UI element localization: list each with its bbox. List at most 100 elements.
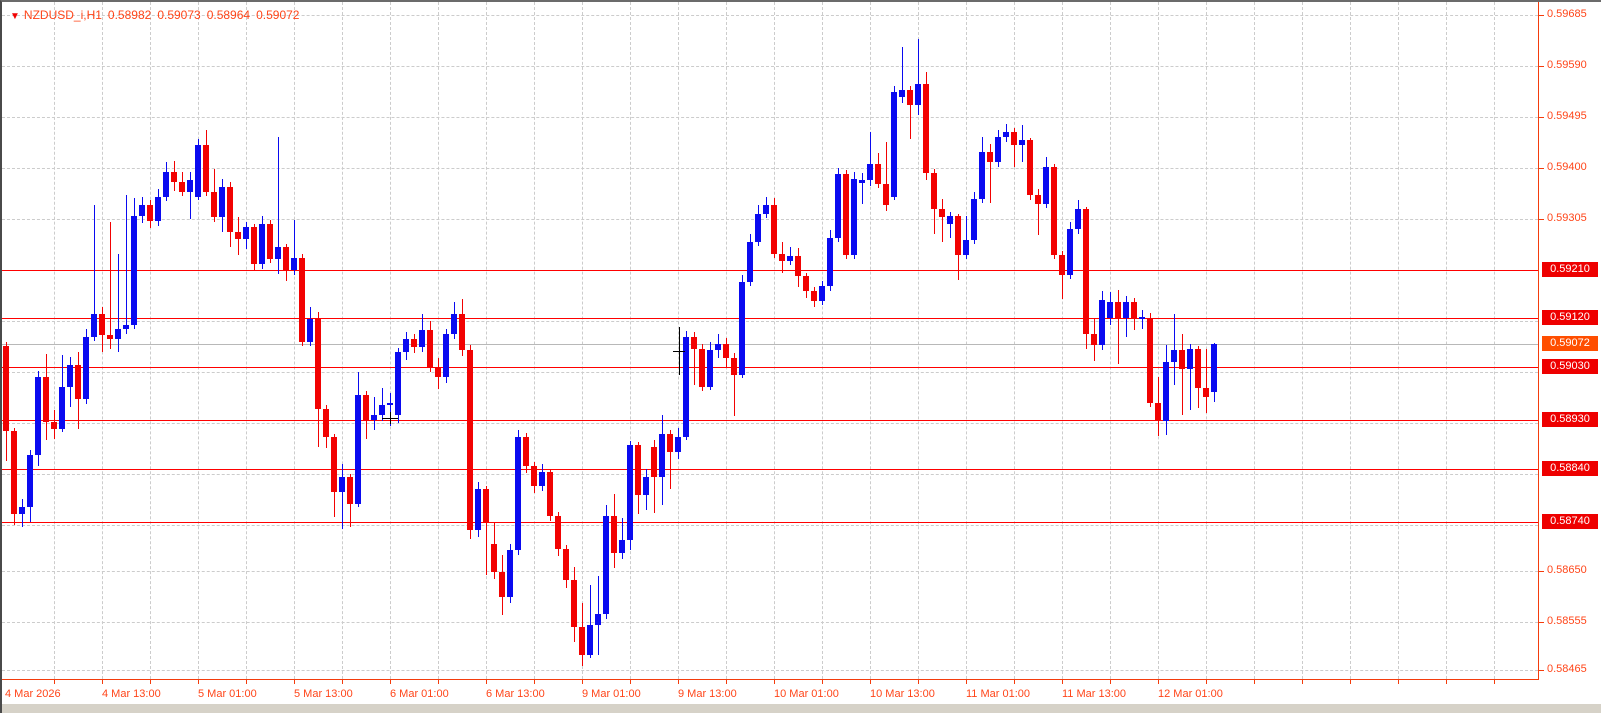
vertical-gridline	[150, 2, 151, 679]
chart-plot-area[interactable]	[2, 2, 1538, 679]
candle	[707, 350, 713, 387]
candle	[1203, 388, 1209, 397]
time-axis-tick	[726, 680, 727, 684]
vertical-gridline	[1206, 2, 1207, 679]
price-axis-tick	[1538, 66, 1544, 67]
time-axis-label: 12 Mar 01:00	[1158, 688, 1223, 700]
vertical-gridline	[1110, 2, 1111, 679]
candle	[595, 614, 601, 625]
price-axis-tick	[1538, 117, 1544, 118]
candle-wick	[918, 39, 919, 115]
candle	[635, 445, 641, 495]
candle	[731, 358, 737, 375]
candle	[51, 422, 57, 429]
candle	[523, 437, 529, 466]
price-axis-label: 0.58555	[1547, 615, 1587, 627]
candle	[211, 192, 217, 217]
candle	[547, 472, 553, 516]
horizontal-gridline	[2, 525, 1538, 526]
vertical-gridline	[1302, 2, 1303, 679]
candle	[843, 174, 849, 255]
vertical-gridline	[678, 2, 679, 679]
current-price-box: 0.59072	[1542, 336, 1598, 351]
candle	[1147, 318, 1153, 403]
candle	[1011, 132, 1017, 145]
candle-wick	[966, 216, 967, 259]
price-axis-tick	[1538, 670, 1544, 671]
candle	[411, 339, 417, 347]
candle-wick	[902, 47, 903, 103]
candle	[139, 205, 145, 216]
vertical-gridline	[1062, 2, 1063, 679]
time-axis-tick	[1062, 680, 1063, 684]
candle	[347, 477, 353, 504]
candle	[619, 540, 625, 553]
price-level-box: 0.58740	[1542, 514, 1598, 529]
time-axis-tick	[870, 680, 871, 684]
candle	[611, 516, 617, 553]
vertical-gridline	[822, 2, 823, 679]
candle	[1163, 362, 1169, 421]
candle	[827, 238, 833, 286]
candle	[539, 472, 545, 486]
candle	[675, 437, 681, 452]
horizontal-gridline	[2, 66, 1538, 67]
candle	[1059, 255, 1065, 275]
candle	[11, 431, 17, 514]
candle	[291, 258, 297, 270]
candle	[467, 350, 473, 530]
candle	[1107, 302, 1113, 318]
candle	[43, 377, 49, 422]
candle-wick	[278, 137, 279, 274]
vertical-gridline	[486, 2, 487, 679]
candle	[371, 415, 377, 420]
candle	[1187, 349, 1193, 369]
candle-wick	[862, 173, 863, 204]
candle	[763, 205, 769, 214]
vertical-gridline	[1494, 2, 1495, 679]
support-resistance-line	[2, 318, 1538, 319]
candle	[659, 434, 665, 477]
candle	[1171, 350, 1177, 362]
candle	[803, 276, 809, 291]
candle	[483, 489, 489, 522]
time-axis-tick	[1302, 680, 1303, 684]
time-axis-label: 5 Mar 01:00	[198, 688, 257, 700]
quote-close: 0.59072	[256, 8, 300, 22]
candle	[699, 349, 705, 387]
time-axis-label: 9 Mar 01:00	[582, 688, 641, 700]
candle	[1099, 300, 1105, 345]
candle	[91, 314, 97, 337]
candle	[715, 344, 721, 350]
quote-overlay: ▼ NZDUSD_i,H1 0.58982 0.59073 0.58964 0.59072	[10, 8, 305, 22]
candle	[1139, 317, 1145, 319]
time-axis-tick	[822, 680, 823, 684]
price-axis-tick	[1538, 622, 1544, 623]
candle	[155, 197, 161, 221]
candle	[1115, 302, 1121, 318]
vertical-gridline	[1254, 2, 1255, 679]
candle	[179, 182, 185, 192]
vertical-gridline	[390, 2, 391, 679]
candle	[507, 550, 513, 597]
vertical-gridline	[966, 2, 967, 679]
candle	[1179, 350, 1185, 369]
vertical-gridline	[918, 2, 919, 679]
time-axis-label: 11 Mar 01:00	[966, 688, 1031, 700]
horizontal-gridline	[2, 670, 1538, 671]
vertical-gridline	[294, 2, 295, 679]
candle	[515, 437, 521, 550]
vertical-gridline	[54, 2, 55, 679]
candle	[995, 137, 1001, 162]
candle	[555, 516, 561, 549]
time-axis-label: 11 Mar 13:00	[1062, 688, 1127, 700]
quote-high: 0.59073	[157, 8, 201, 22]
candle	[131, 216, 137, 325]
candle	[979, 152, 985, 199]
candle-wick	[694, 332, 695, 385]
candle	[1027, 140, 1033, 195]
symbol-dropdown-icon[interactable]: ▼	[10, 11, 20, 22]
time-axis-tick	[582, 680, 583, 684]
candle	[123, 325, 129, 329]
